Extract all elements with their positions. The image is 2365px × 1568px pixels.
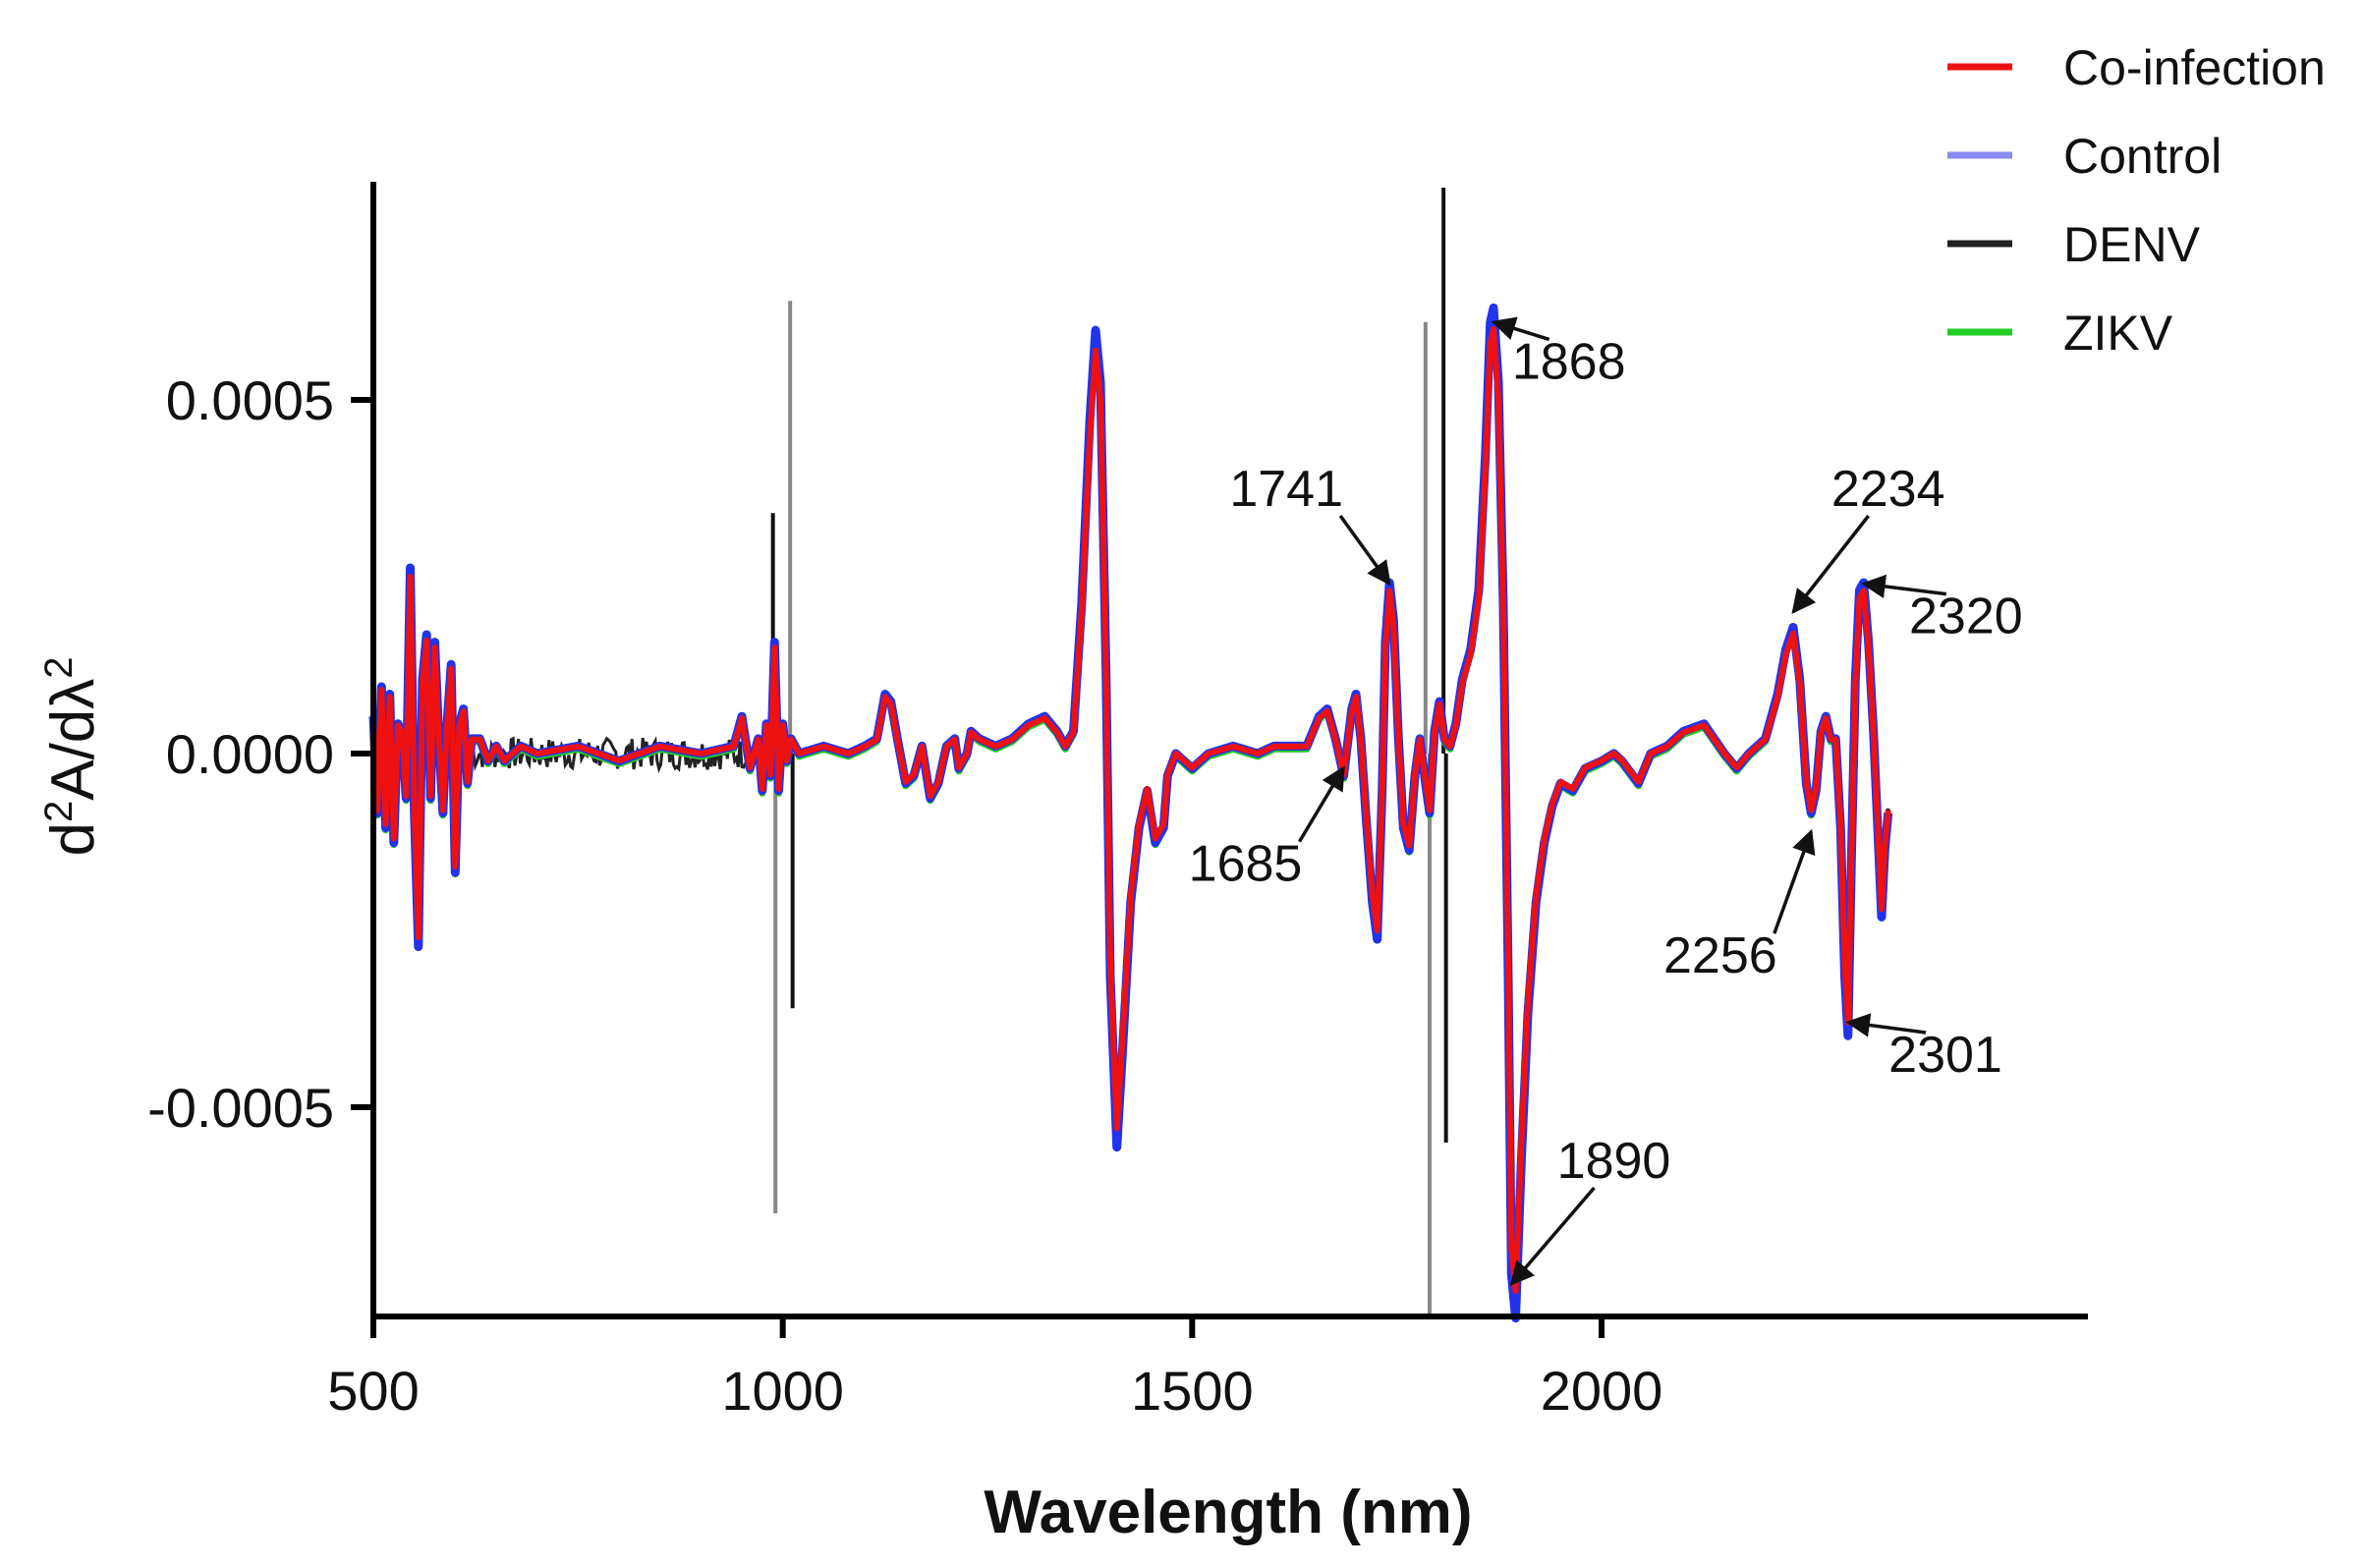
legend-label-co-infection: Co-infection — [2063, 40, 2326, 95]
annotation-arrow-2256 — [1773, 828, 1816, 934]
y-tick-label-1: 0.0000 — [166, 723, 334, 785]
x-tick-label-1000: 1000 — [721, 1360, 844, 1422]
annotation-label-1868: 1868 — [1512, 333, 1626, 390]
annotation-label-1685: 1685 — [1189, 836, 1303, 893]
annotation-arrow-1868 — [1491, 316, 1550, 342]
annotation-layer: 1868 1741 2234 2320 1685 2256 2301 1890 — [1189, 316, 2023, 1286]
x-tick-label-1500: 1500 — [1131, 1360, 1254, 1422]
annotation-label-2320: 2320 — [1909, 588, 2023, 645]
x-axis-title: Wavelength (nm) — [984, 1479, 1472, 1546]
x-tick-label-500: 500 — [327, 1360, 419, 1422]
legend-label-zikv: ZIKV — [2063, 306, 2173, 361]
y-axis-ticks: 0.0005 0.0000 -0.0005 — [147, 369, 373, 1139]
annotation-arrow-2234 — [1791, 514, 1871, 614]
annotation-label-1890: 1890 — [1557, 1133, 1671, 1190]
annotation-arrow-1685 — [1297, 765, 1346, 843]
annotation-label-2234: 2234 — [1831, 461, 1945, 518]
series-co-infection-line — [370, 326, 1891, 1295]
x-axis-ticks: 500 1000 1500 2000 — [327, 1316, 1662, 1422]
annotation-label-2256: 2256 — [1663, 927, 1777, 984]
annotation-arrow-1741 — [1338, 514, 1391, 587]
legend-label-control: Control — [2063, 129, 2222, 184]
legend-label-denv: DENV — [2063, 217, 2201, 272]
x-tick-label-2000: 2000 — [1541, 1360, 1663, 1422]
y-tick-label-2: -0.0005 — [147, 1077, 334, 1139]
annotation-label-2301: 2301 — [1888, 1027, 2002, 1084]
y-axis-title: d2A/dλ2 — [37, 656, 107, 856]
legend: Co-infection Control DENV ZIKV — [1947, 40, 2326, 361]
y-tick-label-0: 0.0005 — [166, 369, 334, 431]
annotation-arrow-2320 — [1861, 574, 1947, 599]
annotation-arrow-1890 — [1509, 1186, 1596, 1286]
annotation-label-1741: 1741 — [1229, 461, 1343, 518]
annotation-arrow-2301 — [1845, 1013, 1927, 1037]
series-layer — [368, 188, 1893, 1323]
